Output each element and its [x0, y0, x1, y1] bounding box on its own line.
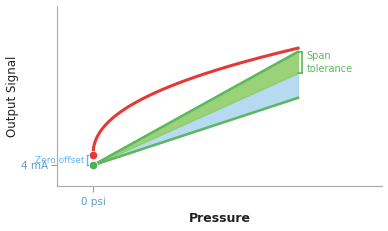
Text: Zero offset: Zero offset [35, 156, 85, 165]
Y-axis label: Output Signal: Output Signal [5, 55, 19, 137]
Text: Span
tolerance: Span tolerance [307, 51, 353, 73]
X-axis label: Pressure: Pressure [189, 213, 251, 225]
